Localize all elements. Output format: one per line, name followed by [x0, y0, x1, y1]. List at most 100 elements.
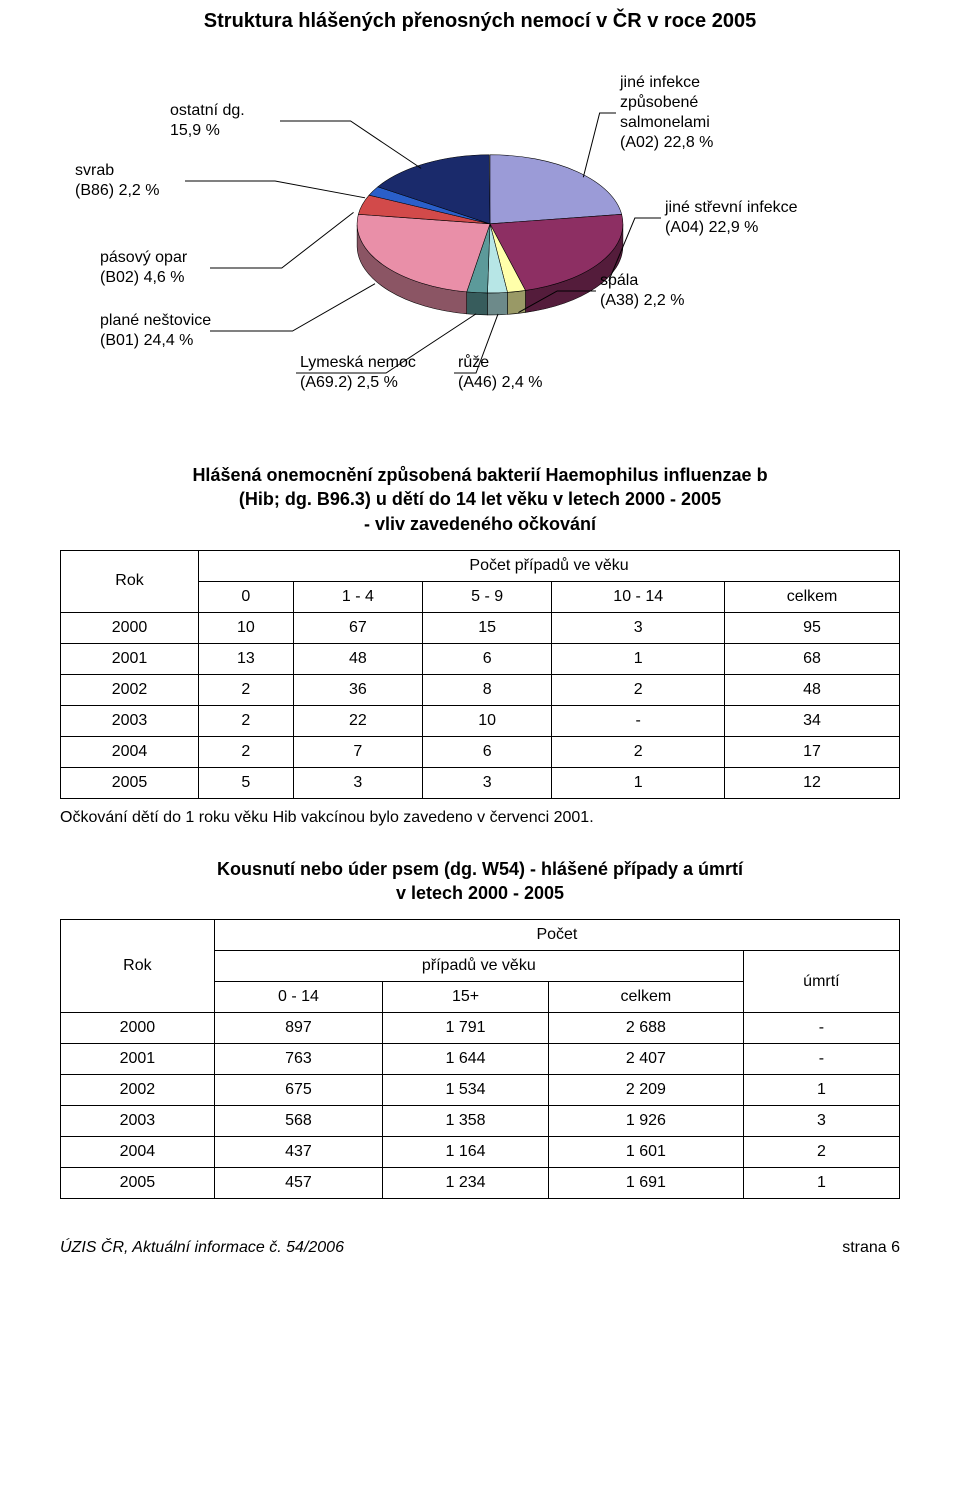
- table-row: 200322210-34: [61, 705, 900, 736]
- table2-cell-2-1: 1 534: [383, 1075, 549, 1106]
- table-row: 2000106715395: [61, 612, 900, 643]
- table2-rok-5: 2005: [61, 1168, 215, 1199]
- pie-label-svrab: svrab(B86) 2,2 %: [75, 161, 159, 201]
- table1-cell-5-1: 3: [293, 767, 422, 798]
- pie-label-spala: spála(A38) 2,2 %: [600, 271, 684, 311]
- table1-group-header: Počet případů ve věku: [199, 550, 900, 581]
- page: Struktura hlášených přenosných nemocí v …: [0, 0, 960, 1297]
- table1-cell-4-3: 2: [552, 736, 725, 767]
- table2-umrti-1: -: [743, 1044, 899, 1075]
- pie-label-ostatni: ostatní dg.15,9 %: [170, 101, 245, 141]
- table2-rok-0: 2000: [61, 1013, 215, 1044]
- table1-cell-0-1: 67: [293, 612, 422, 643]
- table1-rok-3: 2003: [61, 705, 199, 736]
- table1-cell-3-2: 10: [423, 705, 552, 736]
- footer-right: strana 6: [842, 1239, 900, 1257]
- table-row: 20026751 5342 2091: [61, 1075, 900, 1106]
- table2-rok-header: Rok: [61, 920, 215, 1013]
- table-row: 2005533112: [61, 767, 900, 798]
- table2-umrti-3: 3: [743, 1106, 899, 1137]
- table2: RokPočetpřípadů ve věkuúmrtí 0 - 1415+cel…: [60, 919, 900, 1199]
- pie-chart-title: Struktura hlášených přenosných nemocí v …: [60, 10, 900, 33]
- page-footer: ÚZIS ČR, Aktuální informace č. 54/2006 s…: [60, 1239, 900, 1257]
- table1-rok-5: 2005: [61, 767, 199, 798]
- table2-cell-0-1: 1 791: [383, 1013, 549, 1044]
- table1-rok-4: 2004: [61, 736, 199, 767]
- table1-cell-5-2: 3: [423, 767, 552, 798]
- table1-cell-3-0: 2: [199, 705, 294, 736]
- pie-label-ruze: růže(A46) 2,4 %: [458, 353, 542, 393]
- table-row: 20035681 3581 9263: [61, 1106, 900, 1137]
- table1-cell-1-4: 68: [725, 643, 900, 674]
- table1-cell-0-0: 10: [199, 612, 294, 643]
- table2-cell-5-2: 1 691: [548, 1168, 743, 1199]
- table1-col-3: 10 - 14: [552, 581, 725, 612]
- table2-mid-header: případů ve věku: [214, 951, 743, 982]
- table1-col-0: 0: [199, 581, 294, 612]
- table1-cell-0-3: 3: [552, 612, 725, 643]
- table2-cell-0-0: 897: [214, 1013, 382, 1044]
- table-row: 20044371 1641 6012: [61, 1137, 900, 1168]
- table2-cell-4-0: 437: [214, 1137, 382, 1168]
- table1-note: Očkování dětí do 1 roku věku Hib vakcíno…: [60, 809, 900, 827]
- table2-rok-2: 2002: [61, 1075, 215, 1106]
- table2-umrti-5: 1: [743, 1168, 899, 1199]
- pie-label-strevni: jiné střevní infekce(A04) 22,9 %: [665, 198, 798, 238]
- table2-cell-3-0: 568: [214, 1106, 382, 1137]
- table1-col-2: 5 - 9: [423, 581, 552, 612]
- table2-cell-5-0: 457: [214, 1168, 382, 1199]
- table1-title: Hlášená onemocnění způsobená bakterií Ha…: [60, 463, 900, 536]
- table2-cell-1-0: 763: [214, 1044, 382, 1075]
- table2-umrti-0: -: [743, 1013, 899, 1044]
- table1-cell-1-3: 1: [552, 643, 725, 674]
- table1-cell-1-2: 6: [423, 643, 552, 674]
- table2-title: Kousnutí nebo úder psem (dg. W54) - hláš…: [60, 857, 900, 906]
- table1-cell-3-3: -: [552, 705, 725, 736]
- table1-cell-4-4: 17: [725, 736, 900, 767]
- pie-chart: jiné infekcezpůsobenésalmonelami(A02) 22…: [60, 53, 900, 433]
- pie-label-salmonely: jiné infekcezpůsobenésalmonelami(A02) 22…: [620, 73, 713, 153]
- table2-col-1: 15+: [383, 982, 549, 1013]
- pie-label-pasovyopar: pásový opar(B02) 4,6 %: [100, 248, 187, 288]
- table1-cell-2-1: 36: [293, 674, 422, 705]
- table1-cell-3-1: 22: [293, 705, 422, 736]
- table1-cell-4-1: 7: [293, 736, 422, 767]
- table1-cell-1-0: 13: [199, 643, 294, 674]
- table1-cell-5-4: 12: [725, 767, 900, 798]
- table2-top-header: Počet: [214, 920, 899, 951]
- table2-umrti-4: 2: [743, 1137, 899, 1168]
- table1-cell-2-4: 48: [725, 674, 900, 705]
- table2-col-0: 0 - 14: [214, 982, 382, 1013]
- table1-cell-3-4: 34: [725, 705, 900, 736]
- pie-label-lymeska: Lymeská nemoc(A69.2) 2,5 %: [300, 353, 416, 393]
- footer-left: ÚZIS ČR, Aktuální informace č. 54/2006: [60, 1239, 344, 1257]
- table2-umrti-2: 1: [743, 1075, 899, 1106]
- table1-col-1: 1 - 4: [293, 581, 422, 612]
- table1-rok-header: Rok: [61, 550, 199, 612]
- table1-cell-1-1: 48: [293, 643, 422, 674]
- table2-umrti-header: úmrtí: [743, 951, 899, 1013]
- table1-cell-0-4: 95: [725, 612, 900, 643]
- table-row: 2004276217: [61, 736, 900, 767]
- table2-cell-2-2: 2 209: [548, 1075, 743, 1106]
- table1-cell-5-0: 5: [199, 767, 294, 798]
- pie-slice-salmonely: [490, 155, 622, 224]
- table2-col-2: celkem: [548, 982, 743, 1013]
- pie-label-nestovice: plané neštovice(B01) 24,4 %: [100, 311, 211, 351]
- table-row: 20022368248: [61, 674, 900, 705]
- table2-rok-1: 2001: [61, 1044, 215, 1075]
- table1-cell-2-2: 8: [423, 674, 552, 705]
- table1-cell-4-0: 2: [199, 736, 294, 767]
- table1-cell-2-0: 2: [199, 674, 294, 705]
- table2-rok-3: 2003: [61, 1106, 215, 1137]
- table2-cell-1-1: 1 644: [383, 1044, 549, 1075]
- table1-col-4: celkem: [725, 581, 900, 612]
- table1-cell-2-3: 2: [552, 674, 725, 705]
- table2-cell-3-2: 1 926: [548, 1106, 743, 1137]
- table-row: 20008971 7912 688-: [61, 1013, 900, 1044]
- table-row: 20017631 6442 407-: [61, 1044, 900, 1075]
- table2-cell-4-2: 1 601: [548, 1137, 743, 1168]
- table-row: 200113486168: [61, 643, 900, 674]
- table1-rok-1: 2001: [61, 643, 199, 674]
- table2-cell-2-0: 675: [214, 1075, 382, 1106]
